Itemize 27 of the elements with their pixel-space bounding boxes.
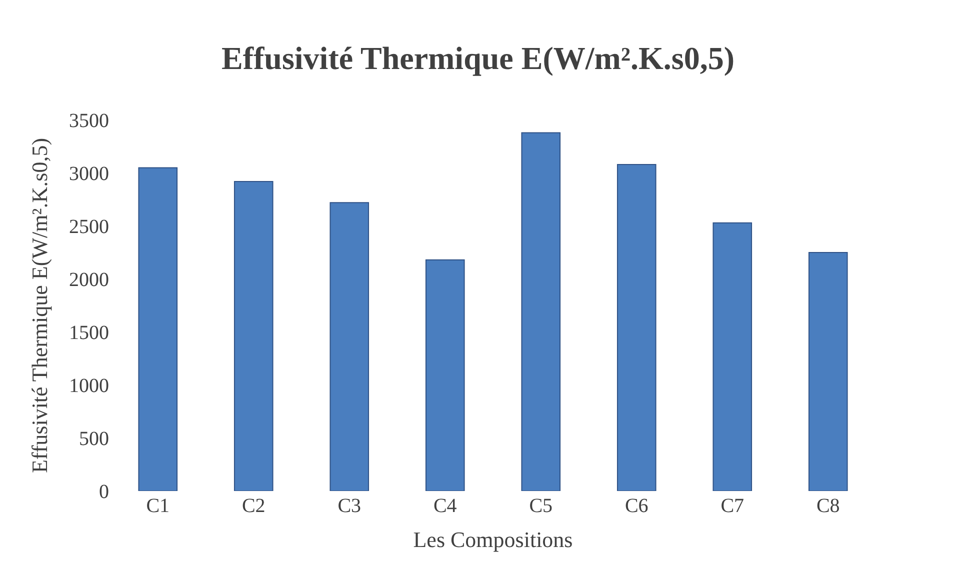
bar [712,222,752,491]
y-axis-title: Effusivité Thermique E(W/m².K.s0,5) [26,138,52,474]
bar [616,164,656,491]
x-tick-label: C8 [816,495,840,517]
x-tick-label: C6 [624,495,648,517]
y-tick-label: 2000 [69,269,109,291]
x-tick-label: C2 [242,495,266,517]
x-tick-label: C7 [720,495,744,517]
y-tick-label: 500 [79,428,109,450]
y-tick-label: 1500 [69,322,109,344]
y-tick-label: 2500 [69,216,109,238]
bar [330,202,370,491]
bar [521,132,561,491]
chart-title: Effusivité Thermique E(W/m².K.s0,5) [222,40,734,76]
x-tick-label: C1 [146,495,170,517]
bar [138,167,178,491]
bar [234,180,274,491]
x-tick-label: C4 [433,495,457,517]
y-tick-label: 3500 [69,110,109,132]
bar [808,252,848,491]
bar [425,259,465,491]
y-tick-label: 1000 [69,375,109,397]
y-tick-label: 0 [99,481,109,503]
x-tick-label: C3 [338,495,362,517]
x-axis-title: Les Compositions [413,526,573,552]
y-tick-label: 3000 [69,163,109,185]
x-tick-label: C5 [529,495,553,517]
